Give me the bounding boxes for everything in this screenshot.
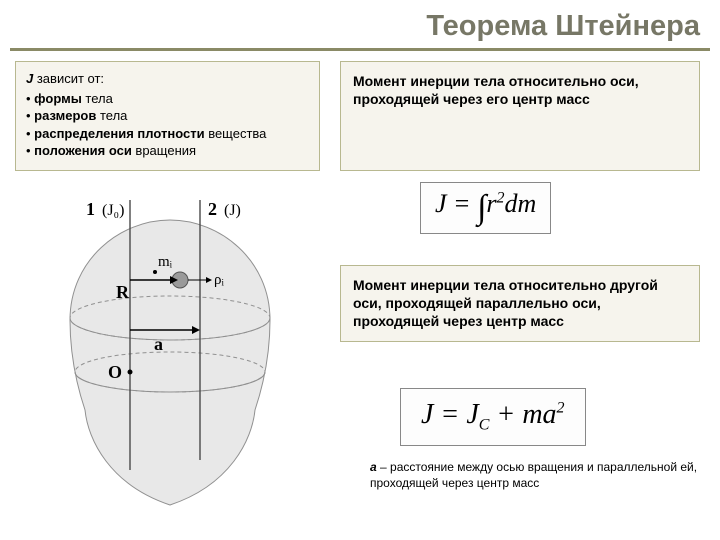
j-rest: зависит от: xyxy=(33,71,104,86)
theorem-box-1: Момент инерции тела относительно оси, пр… xyxy=(340,61,700,171)
b2a: размеров xyxy=(34,108,96,123)
svg-text:1: 1 xyxy=(86,200,95,219)
b1a: формы xyxy=(34,91,82,106)
b2b: тела xyxy=(96,108,127,123)
b4a: положения оси xyxy=(34,143,132,158)
box2-p3: , проходящей xyxy=(378,295,476,311)
svg-text:2: 2 xyxy=(208,200,217,219)
svg-text:(J₀): (J₀) xyxy=(102,202,124,219)
title-rule xyxy=(10,48,710,51)
svg-text:a: a xyxy=(154,334,163,354)
box1-p1: Момент инерции тела xyxy=(353,73,509,89)
caption-a: а – расстояние между осью вращения и пар… xyxy=(370,460,700,491)
svg-text:ρᵢ: ρᵢ xyxy=(214,272,224,288)
caption-rest: – расстояние между осью вращения и парал… xyxy=(370,460,697,490)
b4b: вращения xyxy=(132,143,196,158)
formula-steiner: J = JC + ma2 xyxy=(400,388,586,446)
b3b: вещества xyxy=(205,126,267,141)
theorem-box-2: Момент инерции тела относительно другой … xyxy=(340,265,700,342)
svg-text:mᵢ: mᵢ xyxy=(158,254,173,270)
svg-text:(J): (J) xyxy=(224,202,241,219)
svg-text:O: O xyxy=(108,362,122,382)
b1b: тела xyxy=(82,91,113,106)
box2-p1: Момент инерции тела xyxy=(353,277,509,293)
svg-text:R: R xyxy=(116,282,130,302)
formula-integral: J = ∫r2dm xyxy=(420,182,551,234)
caption-var: а xyxy=(370,460,377,474)
depends-on-box: J зависит от: формы тела размеров тела р… xyxy=(15,61,320,171)
body-diagram: 1 (J₀) 2 (J) mᵢ ρᵢ R a O xyxy=(30,200,310,520)
b3a: распределения плотности xyxy=(34,126,204,141)
page-title: Теорема Штейнера xyxy=(0,0,720,48)
